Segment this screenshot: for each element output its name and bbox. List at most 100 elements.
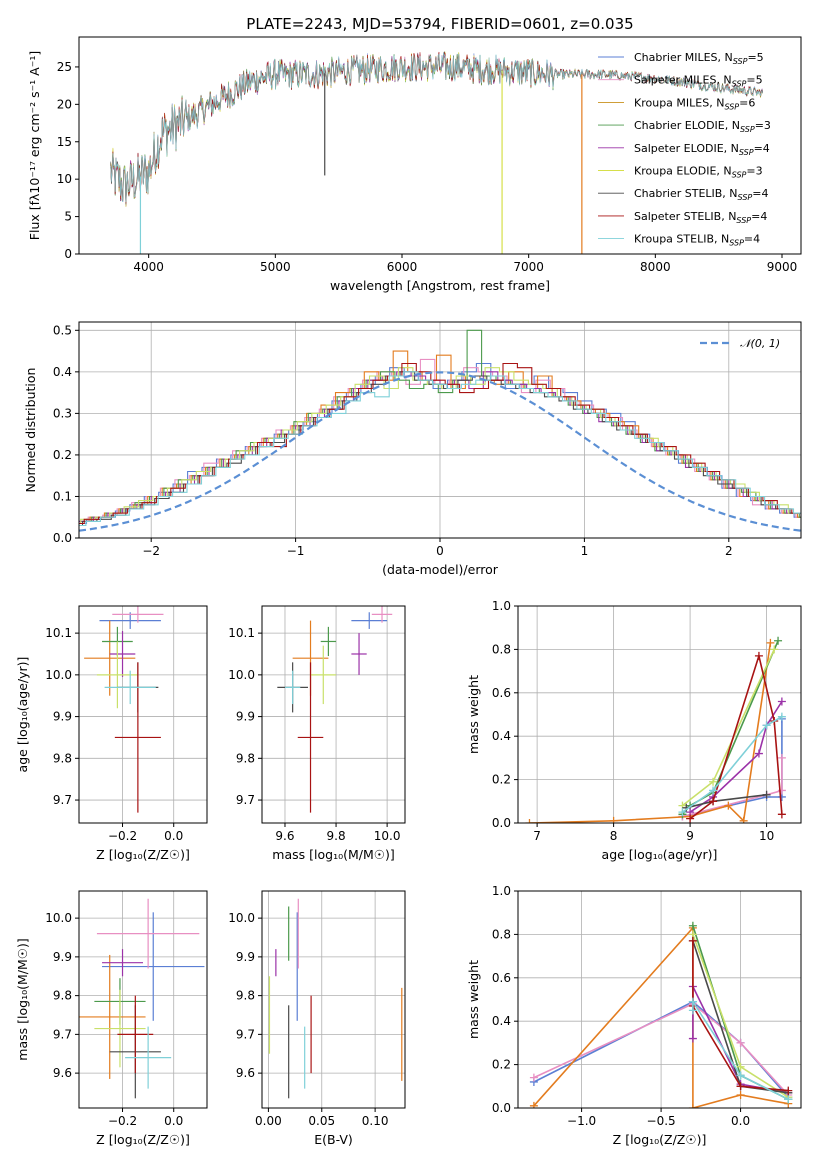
mass-weight-line	[529, 642, 772, 823]
y-tick-label: 9.6	[236, 1066, 255, 1080]
data-point	[774, 636, 783, 645]
histogram-step	[79, 371, 801, 527]
y-tick-label: 0.2	[492, 773, 511, 787]
y-axis-label: Normed distribution	[23, 368, 38, 493]
y-tick-label: 15	[57, 135, 72, 149]
x-tick-label: 9.6	[275, 829, 294, 843]
data-point	[736, 1082, 745, 1091]
axes-frame	[261, 605, 406, 824]
y-tick-label: 9.9	[236, 710, 255, 724]
y-tick-label: 9.6	[53, 1066, 72, 1080]
plot-area	[110, 51, 764, 254]
x-axis-label: Z [log₁₀(Z/Z☉)]	[96, 1132, 190, 1147]
data-point	[686, 814, 695, 823]
y-axis-label: mass [log₁₀(M/M☉)]	[15, 938, 30, 1060]
y-tick-label: 10.0	[228, 911, 255, 925]
x-axis-label: mass [log₁₀(M/M☉)]	[272, 847, 394, 862]
y-tick-label: 9.9	[53, 950, 72, 964]
normal-curve	[79, 371, 801, 532]
error-bar-point	[109, 631, 136, 677]
error-bar-point	[117, 995, 154, 1074]
x-tick-label: 8000	[640, 260, 671, 274]
data-point	[762, 790, 771, 799]
y-tick-label: 20	[57, 97, 72, 111]
x-tick-label: −1.0	[567, 1114, 596, 1128]
histogram-step	[79, 329, 801, 522]
y-axis-label: mass weight	[466, 675, 481, 754]
error-bar-point	[371, 606, 393, 623]
panel-1: 4000 5000 6000 7000 8000 9000 0 5 10 15 20 25 wavele…	[27, 36, 802, 293]
legend-label: Kroupa MILES, NSSP=6	[634, 96, 755, 111]
x-tick-label: 10.0	[374, 829, 401, 843]
y-tick-label: 9.8	[53, 751, 72, 765]
data-point	[529, 1073, 538, 1082]
y-tick-label: 0.2	[492, 1058, 511, 1072]
legend-label: Kroupa STELIB, NSSP=4	[634, 233, 760, 248]
data-point	[770, 645, 779, 654]
panel-5: 7 8 9 10 0.0 0.2 0.4 0.6 0.8 1.0 age [log₁₀(age/yr…	[466, 599, 802, 862]
data-point	[777, 697, 786, 706]
y-tick-label: 9.8	[53, 989, 72, 1003]
data-point	[688, 1034, 697, 1043]
x-tick-label: 4000	[133, 260, 164, 274]
axes-frame	[517, 890, 802, 1109]
legend-label: Salpeter MILES, NSSP=5	[634, 74, 763, 89]
y-tick-label: 0.8	[492, 927, 511, 941]
y-tick-label: 25	[57, 60, 72, 74]
data-point	[736, 1062, 745, 1071]
legend-label: Chabrier ELODIE, NSSP=3	[634, 119, 771, 134]
x-tick-label: −0.2	[108, 1114, 137, 1128]
plot-area	[529, 921, 793, 1108]
mass-weight-line	[533, 925, 789, 1108]
panel-8: −1.0 −0.5 0.0 0.0 0.2 0.4 0.6 0.8 1.0 Z [log₁₀(Z/…	[466, 884, 802, 1147]
axes-frame	[261, 890, 406, 1109]
y-tick-label: 5	[64, 210, 72, 224]
x-axis-label: age [log₁₀(age/yr)]	[602, 847, 718, 862]
y-tick-label: 0.0	[53, 531, 72, 545]
y-tick-label: 10.1	[228, 626, 255, 640]
data-point	[739, 816, 748, 823]
data-point	[688, 921, 697, 930]
y-axis-label: age [log₁₀(age/yr)]	[15, 657, 30, 773]
histogram-step	[79, 371, 801, 525]
axes-frame	[78, 890, 208, 1109]
error-bar-point	[102, 912, 205, 1021]
y-tick-label: 9.7	[236, 793, 255, 807]
histogram-step	[79, 358, 801, 522]
y-tick-label: 0.1	[53, 489, 72, 503]
y-tick-label: 0.8	[492, 642, 511, 656]
x-tick-label: 0.10	[362, 1114, 389, 1128]
data-point	[766, 638, 775, 647]
legend-label: Chabrier MILES, NSSP=5	[634, 51, 764, 66]
histogram-step	[79, 371, 801, 527]
legend-label: Salpeter ELODIE, NSSP=4	[634, 142, 770, 157]
panel-6: −0.2 0.0 9.6 9.7 9.8 9.9 10.0 Z [log₁₀(Z/Z☉)] ma…	[15, 890, 208, 1147]
x-tick-label: 0.0	[164, 829, 183, 843]
x-axis-label: Z [log₁₀(Z/Z☉)]	[96, 847, 190, 862]
histogram-step	[79, 350, 801, 522]
plot-area	[84, 606, 164, 813]
x-tick-label: 5000	[260, 260, 291, 274]
y-tick-label: 0.6	[492, 971, 511, 985]
data-point	[777, 712, 786, 721]
axes-frame	[78, 605, 208, 824]
plot-area	[277, 606, 393, 813]
legend-label: 𝒩(0, 1)	[740, 337, 780, 350]
mass-weight-line	[681, 640, 779, 815]
y-tick-label: 0	[64, 247, 72, 261]
x-tick-label: 9.8	[327, 829, 346, 843]
data-point	[609, 816, 618, 823]
spectrum-line	[110, 52, 764, 203]
y-tick-label: 0.4	[53, 365, 72, 379]
data-point	[688, 1104, 697, 1108]
data-point	[688, 1006, 697, 1015]
error-bar-point	[79, 954, 146, 1079]
y-tick-label: 0.5	[53, 323, 72, 337]
legend: Chabrier MILES, NSSP=5 Salpeter MILES, NS…	[598, 51, 771, 248]
error-bar-point	[104, 670, 156, 705]
mass-weight-line	[533, 1002, 789, 1096]
plot-area	[79, 898, 205, 1099]
plot-area	[268, 898, 403, 1099]
y-tick-label: 0.0	[492, 1101, 511, 1115]
y-tick-label: 0.2	[53, 448, 72, 462]
